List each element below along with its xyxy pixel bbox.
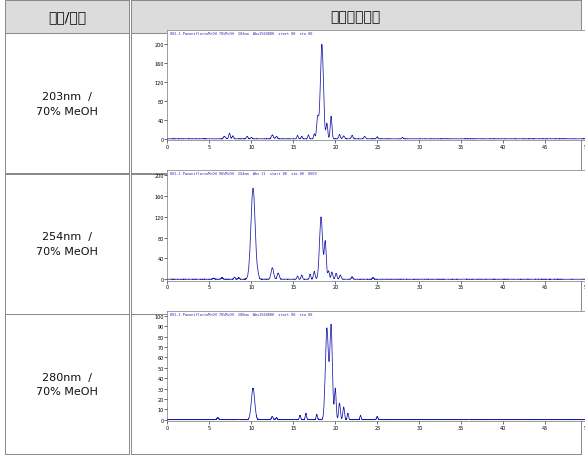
Text: 001-1 PaeoniflorinMeOH 90%MeOH  254nm  Abs 21  start 00  sto 00  0000: 001-1 PaeoniflorinMeOH 90%MeOH 254nm Abs… [170, 172, 316, 176]
Text: 280nm  /
70% MeOH: 280nm / 70% MeOH [36, 372, 98, 397]
Text: 001-1 PaeoniflorinMeOH 70%MeOH  280nm  Abs2560000  start 00  sto 00: 001-1 PaeoniflorinMeOH 70%MeOH 280nm Abs… [170, 312, 312, 316]
Text: 254nm  /
70% MeOH: 254nm / 70% MeOH [36, 232, 98, 257]
Text: 203nm  /
70% MeOH: 203nm / 70% MeOH [36, 91, 98, 116]
Text: 크로마토그램: 크로마토그램 [331, 10, 381, 24]
Text: 파장/용매: 파장/용매 [48, 10, 86, 24]
Text: 001-1 PaeoniflorinMeOH 70%MeOH  203nm  Abs2560000  start 00  sto 00: 001-1 PaeoniflorinMeOH 70%MeOH 203nm Abs… [170, 32, 312, 36]
